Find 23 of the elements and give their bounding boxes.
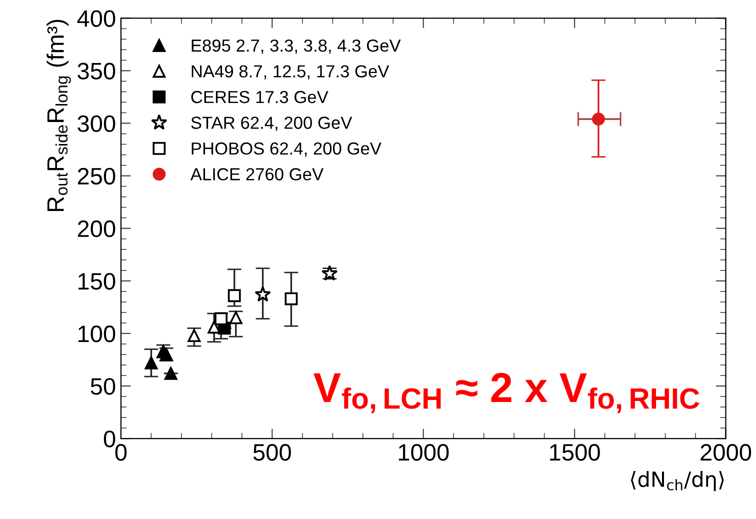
y-tick-label: 200 [78, 220, 116, 238]
legend-label: STAR 62.4, 200 GeV [191, 116, 352, 131]
legend-label: ALICE 2760 GeV [190, 168, 324, 180]
x-tick-label: 1000 [398, 444, 449, 461]
x-tick-label: 0 [115, 444, 127, 461]
legend-label: NA49 8.7, 12.5, 17.3 GeV [192, 65, 390, 80]
x-tick-label: 2000 [700, 444, 752, 461]
legend-label: E895 2.7, 3.3, 3.8, 4.3 GeV [192, 39, 401, 54]
legend-label: PHOBOS 62.4, 200 GeV [192, 142, 382, 157]
annotation: V$_{fo,LCH}$ ≈ 2 x V$_{fo,RHIC}$ [314, 372, 700, 414]
y-tick-label: 400 [77, 10, 116, 27]
y-tick-label: 300 [78, 115, 116, 132]
legend-label: CERES 17.3 GeV [191, 90, 328, 104]
y-tick-label: 250 [78, 168, 116, 185]
x-tick-label: 1500 [550, 444, 600, 461]
y-tick-label: 0 [104, 430, 116, 448]
y-tick-label: 100 [78, 326, 116, 342]
y-tick-label: 50 [90, 378, 116, 395]
y-tick-label: 150 [78, 272, 116, 290]
x-tick-label: 500 [253, 444, 291, 461]
y-tick-label: 350 [78, 62, 116, 80]
y-axis-title: R$_{out}$R$_{side}$R$_{long}$ (fm³) [46, 20, 71, 212]
x-axis-title: ⟨dN$_{ch}$/dη⟩ [630, 470, 724, 492]
